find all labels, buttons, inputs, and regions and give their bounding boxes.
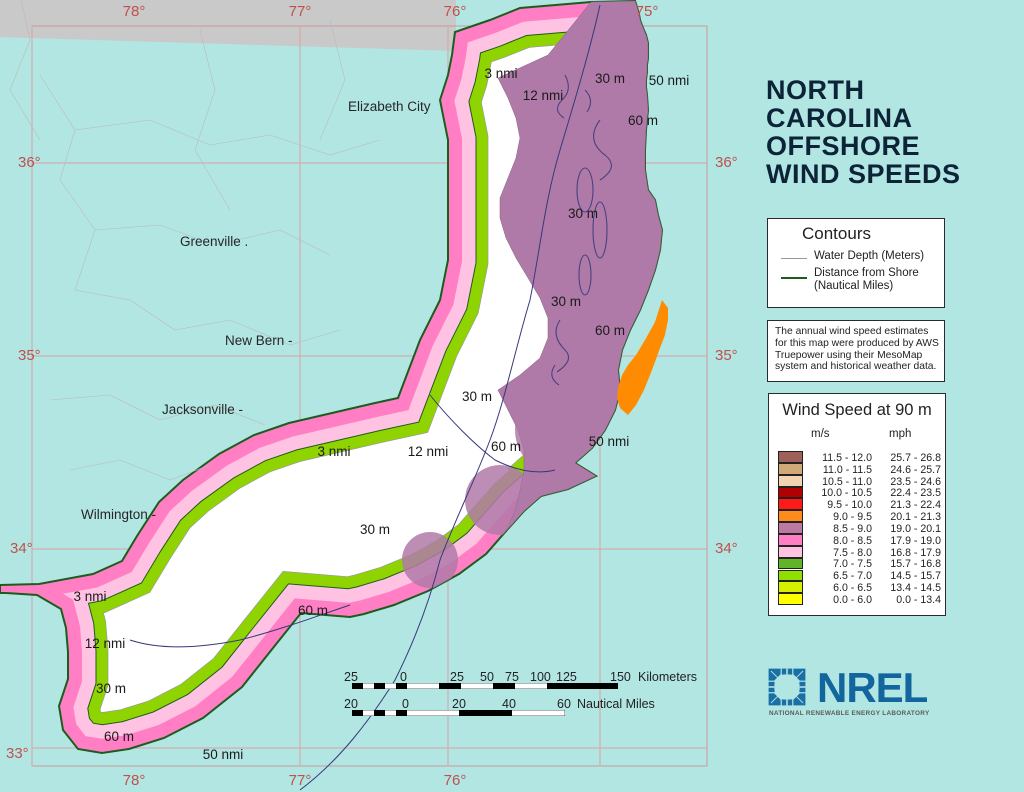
svg-text:60 m: 60 m	[298, 603, 328, 618]
svg-text:Jacksonville -: Jacksonville -	[162, 402, 243, 417]
svg-text:3 nmi: 3 nmi	[317, 444, 350, 459]
svg-text:50 nmi: 50 nmi	[649, 73, 690, 88]
svg-text:30 m: 30 m	[360, 522, 390, 537]
svg-text:60 m: 60 m	[595, 323, 625, 338]
svg-text:50 nmi: 50 nmi	[589, 434, 630, 449]
svg-text:36°: 36°	[18, 154, 41, 171]
svg-text:78°: 78°	[123, 772, 146, 789]
svg-text:76°: 76°	[444, 772, 467, 789]
svg-text:34°: 34°	[715, 540, 738, 557]
svg-text:35°: 35°	[715, 347, 738, 364]
svg-text:75°: 75°	[636, 3, 659, 20]
svg-text:50 nmi: 50 nmi	[203, 747, 244, 762]
svg-text:3 nmi: 3 nmi	[484, 66, 517, 81]
svg-text:30 m: 30 m	[462, 389, 492, 404]
svg-text:New Bern -: New Bern -	[225, 333, 293, 348]
svg-text:78°: 78°	[123, 3, 146, 20]
svg-text:30 m: 30 m	[96, 681, 126, 696]
svg-text:36°: 36°	[715, 154, 738, 171]
svg-text:30 m: 30 m	[595, 71, 625, 86]
svg-text:Wilmington -: Wilmington -	[81, 507, 156, 522]
svg-text:77°: 77°	[289, 3, 312, 20]
svg-text:12 nmi: 12 nmi	[523, 88, 564, 103]
svg-text:Greenville .: Greenville .	[180, 234, 248, 249]
svg-text:77°: 77°	[289, 772, 312, 789]
svg-text:12 nmi: 12 nmi	[85, 636, 126, 651]
svg-text:60 m: 60 m	[491, 439, 521, 454]
svg-text:30 m: 30 m	[551, 294, 581, 309]
svg-text:3 nmi: 3 nmi	[73, 589, 106, 604]
svg-text:60 m: 60 m	[104, 729, 134, 744]
svg-text:60 m: 60 m	[628, 113, 658, 128]
svg-text:30 m: 30 m	[568, 206, 598, 221]
svg-text:Elizabeth City: Elizabeth City	[348, 99, 431, 114]
svg-text:76°: 76°	[444, 3, 467, 20]
svg-text:35°: 35°	[18, 347, 41, 364]
svg-text:33°: 33°	[6, 745, 29, 762]
svg-text:34°: 34°	[10, 540, 33, 557]
svg-text:12 nmi: 12 nmi	[408, 444, 449, 459]
